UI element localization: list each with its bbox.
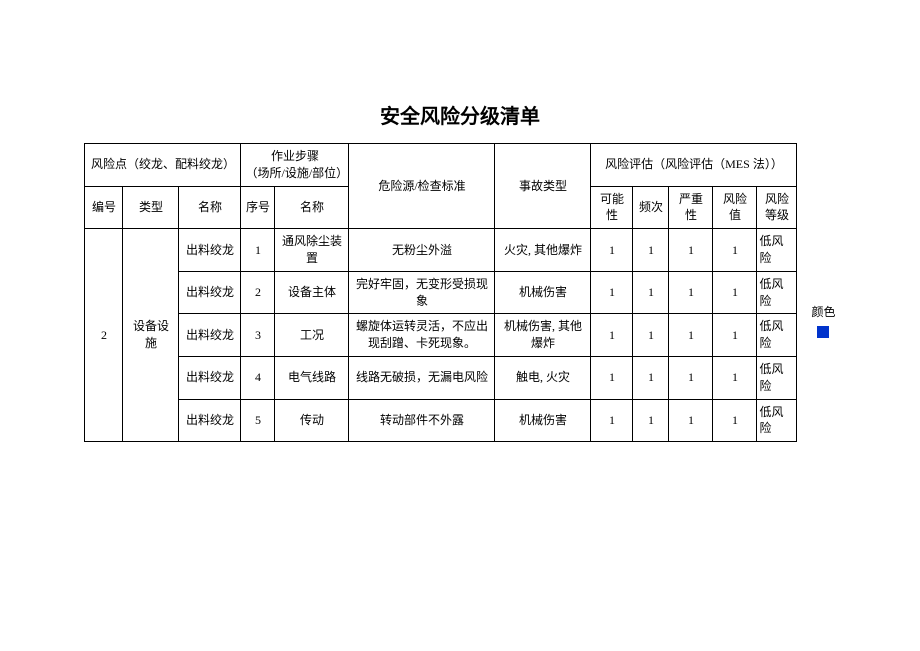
cell-f: 1 bbox=[633, 271, 669, 314]
cell-name: 出料绞龙 bbox=[179, 271, 241, 314]
color-legend: 颜色 bbox=[811, 303, 835, 338]
header-type: 类型 bbox=[123, 186, 179, 229]
header-hazard: 危险源/检查标准 bbox=[349, 144, 495, 229]
cell-rv: 1 bbox=[713, 314, 757, 357]
color-swatch bbox=[817, 326, 829, 338]
cell-num: 2 bbox=[85, 229, 123, 442]
table-row: 出料绞龙 2 设备主体 完好牢固，无变形受损现象 机械伤害 1 1 1 1 低风… bbox=[85, 271, 797, 314]
cell-type: 设备设施 bbox=[123, 229, 179, 442]
cell-rv: 1 bbox=[713, 271, 757, 314]
cell-name: 出料绞龙 bbox=[179, 399, 241, 442]
cell-s: 1 bbox=[669, 356, 713, 399]
cell-accident: 触电, 火灾 bbox=[495, 356, 591, 399]
header-severity: 严重性 bbox=[669, 186, 713, 229]
header-seq: 序号 bbox=[241, 186, 275, 229]
cell-s: 1 bbox=[669, 271, 713, 314]
cell-hazard: 转动部件不外露 bbox=[349, 399, 495, 442]
header-level: 风险 等级 bbox=[757, 186, 797, 229]
cell-p: 1 bbox=[591, 399, 633, 442]
header-name: 名称 bbox=[179, 186, 241, 229]
cell-step: 设备主体 bbox=[275, 271, 349, 314]
cell-hazard: 完好牢固，无变形受损现象 bbox=[349, 271, 495, 314]
cell-p: 1 bbox=[591, 271, 633, 314]
cell-seq: 1 bbox=[241, 229, 275, 272]
cell-s: 1 bbox=[669, 399, 713, 442]
cell-name: 出料绞龙 bbox=[179, 314, 241, 357]
cell-accident: 火灾, 其他爆炸 bbox=[495, 229, 591, 272]
cell-s: 1 bbox=[669, 229, 713, 272]
header-step-name: 名称 bbox=[275, 186, 349, 229]
cell-name: 出料绞龙 bbox=[179, 356, 241, 399]
cell-p: 1 bbox=[591, 314, 633, 357]
cell-step: 通风除尘装置 bbox=[275, 229, 349, 272]
cell-step: 传动 bbox=[275, 399, 349, 442]
cell-hazard: 螺旋体运转灵活，不应出现刮蹭、卡死现象。 bbox=[349, 314, 495, 357]
cell-seq: 3 bbox=[241, 314, 275, 357]
cell-accident: 机械伤害 bbox=[495, 271, 591, 314]
cell-seq: 5 bbox=[241, 399, 275, 442]
cell-f: 1 bbox=[633, 356, 669, 399]
cell-seq: 2 bbox=[241, 271, 275, 314]
cell-level: 低风险 bbox=[757, 399, 797, 442]
cell-seq: 4 bbox=[241, 356, 275, 399]
table-row: 出料绞龙 5 传动 转动部件不外露 机械伤害 1 1 1 1 低风险 bbox=[85, 399, 797, 442]
cell-p: 1 bbox=[591, 356, 633, 399]
header-assessment: 风险评估（风险评估（MES 法）） bbox=[591, 144, 797, 187]
header-freq: 频次 bbox=[633, 186, 669, 229]
cell-f: 1 bbox=[633, 314, 669, 357]
cell-accident: 机械伤害, 其他爆炸 bbox=[495, 314, 591, 357]
header-possibility: 可能性 bbox=[591, 186, 633, 229]
cell-level: 低风险 bbox=[757, 229, 797, 272]
cell-rv: 1 bbox=[713, 356, 757, 399]
page-title: 安全风险分级清单 bbox=[0, 100, 920, 129]
cell-p: 1 bbox=[591, 229, 633, 272]
cell-level: 低风险 bbox=[757, 314, 797, 357]
cell-s: 1 bbox=[669, 314, 713, 357]
header-risk-point: 风险点（绞龙、配料绞龙） bbox=[85, 144, 241, 187]
header-accident: 事故类型 bbox=[495, 144, 591, 229]
cell-rv: 1 bbox=[713, 399, 757, 442]
table-row: 2 设备设施 出料绞龙 1 通风除尘装置 无粉尘外溢 火灾, 其他爆炸 1 1 … bbox=[85, 229, 797, 272]
risk-table: 风险点（绞龙、配料绞龙） 作业步骤 （场所/设施/部位） 危险源/检查标准 事故… bbox=[84, 143, 797, 442]
header-riskval: 风险值 bbox=[713, 186, 757, 229]
table-wrapper: 风险点（绞龙、配料绞龙） 作业步骤 （场所/设施/部位） 危险源/检查标准 事故… bbox=[0, 143, 920, 442]
cell-f: 1 bbox=[633, 229, 669, 272]
header-row-1: 风险点（绞龙、配料绞龙） 作业步骤 （场所/设施/部位） 危险源/检查标准 事故… bbox=[85, 144, 797, 187]
table-row: 出料绞龙 4 电气线路 线路无破损，无漏电风险 触电, 火灾 1 1 1 1 低… bbox=[85, 356, 797, 399]
cell-level: 低风险 bbox=[757, 271, 797, 314]
cell-name: 出料绞龙 bbox=[179, 229, 241, 272]
color-label: 颜色 bbox=[811, 303, 835, 320]
cell-hazard: 无粉尘外溢 bbox=[349, 229, 495, 272]
cell-level: 低风险 bbox=[757, 356, 797, 399]
cell-rv: 1 bbox=[713, 229, 757, 272]
cell-hazard: 线路无破损，无漏电风险 bbox=[349, 356, 495, 399]
header-num: 编号 bbox=[85, 186, 123, 229]
table-row: 出料绞龙 3 工况 螺旋体运转灵活，不应出现刮蹭、卡死现象。 机械伤害, 其他爆… bbox=[85, 314, 797, 357]
cell-f: 1 bbox=[633, 399, 669, 442]
cell-step: 工况 bbox=[275, 314, 349, 357]
header-work-step: 作业步骤 （场所/设施/部位） bbox=[241, 144, 349, 187]
cell-step: 电气线路 bbox=[275, 356, 349, 399]
cell-accident: 机械伤害 bbox=[495, 399, 591, 442]
